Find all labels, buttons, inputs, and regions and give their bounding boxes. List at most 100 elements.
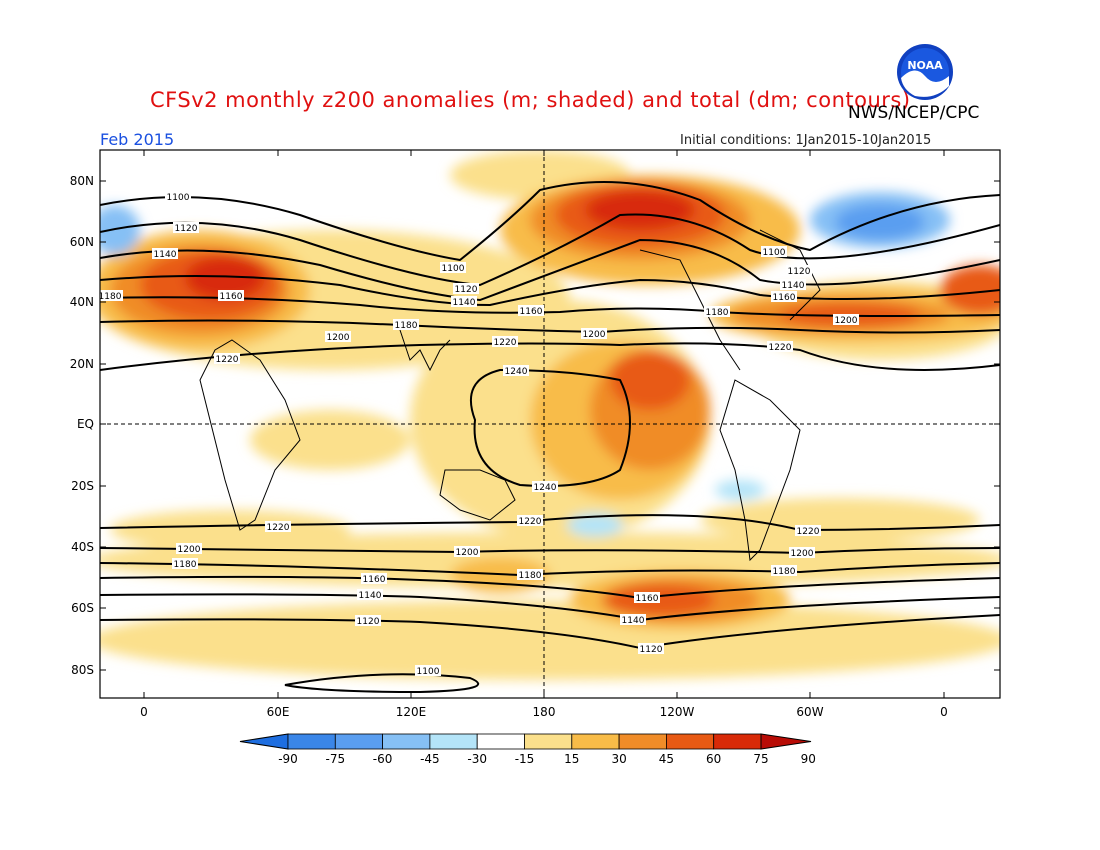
contour-label-bg (518, 305, 544, 316)
height-contours (100, 181, 1000, 694)
contour-label: 1120 (788, 267, 811, 277)
contour-label: 1180 (395, 321, 418, 331)
colorbar-label: 60 (706, 752, 721, 766)
contour-label-bg (393, 319, 419, 330)
contour-label: 1140 (359, 591, 382, 601)
lon-label: 120W (660, 705, 695, 719)
colorbar-cell (476, 733, 525, 750)
lat-label: 40S (71, 540, 94, 554)
contour-label-bg (265, 521, 291, 532)
noaa-logo-icon: NOAA (897, 44, 953, 100)
lat-label: 80S (71, 663, 94, 677)
contour-label-bg (833, 314, 859, 325)
contour-label-bg (214, 353, 240, 364)
contour-label-bg (503, 365, 529, 376)
map-title: CFSv2 monthly z200 anomalies (m; shaded)… (150, 88, 911, 112)
lon-label: 60W (796, 705, 823, 719)
contour-label: 1120 (455, 285, 478, 295)
contour-label-bg (620, 614, 646, 625)
agency-label: NWS/NCEP/CPC (848, 103, 980, 123)
contour-label: 1100 (763, 248, 786, 258)
lat-label: EQ (77, 417, 94, 431)
latitude-axis: 80N 60N 40N 20N EQ 20S 40S 60S 80S (70, 174, 1000, 677)
contour-label: 1220 (216, 355, 239, 365)
colorbar-label: -30 (467, 752, 487, 766)
contour-label-bg (767, 341, 793, 352)
contour-label-bg (704, 306, 730, 317)
colorbar: -90 -75 -60 -45 -30 -15 15 30 45 60 75 90 (239, 733, 816, 766)
contour-label-bg (173, 222, 199, 233)
contour-label: 1200 (456, 548, 479, 558)
lat-label: 60S (71, 601, 94, 615)
contour-label: 1100 (417, 667, 440, 677)
colorbar-cell (334, 733, 383, 750)
contour-label-bg (172, 558, 198, 569)
contour-label-bg (361, 573, 387, 584)
contour-label: 1220 (494, 338, 517, 348)
contour-label-bg (451, 296, 477, 307)
contour-label-bg (492, 336, 518, 347)
contour-label-bg (415, 665, 441, 676)
contour-label-bg (325, 331, 351, 342)
colorbar-label: 90 (801, 752, 816, 766)
contour-label: 1180 (174, 560, 197, 570)
contour-label: 1120 (357, 617, 380, 627)
lon-label: 60E (267, 705, 290, 719)
colorbar-label: -60 (373, 752, 393, 766)
colorbar-label: -75 (325, 752, 345, 766)
contour-label: 1200 (791, 549, 814, 559)
contour-label: 1100 (167, 193, 190, 203)
contour-label: 1220 (797, 527, 820, 537)
contour-label-layer: 1100112011401160118011001120114011601180… (97, 191, 859, 677)
lat-label: 20N (70, 357, 94, 371)
colorbar-label: -15 (515, 752, 535, 766)
contour-label-bg (453, 283, 479, 294)
svg-text:NOAA: NOAA (907, 59, 943, 72)
contour-label: 1200 (178, 545, 201, 555)
contour-label-bg (761, 246, 787, 257)
contour-label: 1160 (220, 292, 243, 302)
contour-label-bg (581, 328, 607, 339)
contour-label: 1160 (636, 594, 659, 604)
contour-label-bg (634, 592, 660, 603)
forecast-month: Feb 2015 (100, 130, 175, 149)
contour-label: 1120 (640, 645, 663, 655)
contour-label-bg (771, 291, 797, 302)
contour-label: 1140 (622, 616, 645, 626)
contour-label: 1220 (267, 523, 290, 533)
lon-label: 0 (940, 705, 948, 719)
colorbar-label: 45 (659, 752, 674, 766)
contour-label: 1240 (534, 483, 557, 493)
colorbar-cell (429, 733, 478, 750)
colorbar-cell (713, 733, 762, 750)
contour-label-bg (218, 290, 244, 301)
colorbar-label: 75 (753, 752, 768, 766)
contour-label: 1180 (773, 567, 796, 577)
contour-label: 1160 (773, 293, 796, 303)
contour-label-bg (517, 569, 543, 580)
contour-label-bg (176, 543, 202, 554)
contour-label: 1180 (99, 292, 122, 302)
initial-conditions: Initial conditions: 1Jan2015-10Jan2015 (680, 133, 932, 148)
contour-label-bg (789, 547, 815, 558)
contour-label-bg (440, 262, 466, 273)
longitude-axis: 0 60E 120E 180 120W 60W 0 (140, 150, 948, 719)
contour-label-bg (165, 191, 191, 202)
contour-label-bg (780, 279, 806, 290)
contour-label-bg (355, 615, 381, 626)
contour-label: 1200 (835, 316, 858, 326)
lat-label: 80N (70, 174, 94, 188)
contour-label-bg (795, 525, 821, 536)
contour-label-bg (532, 481, 558, 492)
contour-label: 1100 (442, 264, 465, 274)
contour-label-bg (454, 546, 480, 557)
colorbar-label: -45 (420, 752, 440, 766)
contour-label: 1140 (782, 281, 805, 291)
colorbar-cell (571, 733, 620, 750)
colorbar-cell (618, 733, 667, 750)
colorbar-cell (524, 733, 573, 750)
contour-label: 1240 (505, 367, 528, 377)
colorbar-cell (287, 733, 336, 750)
lon-label: 120E (396, 705, 427, 719)
